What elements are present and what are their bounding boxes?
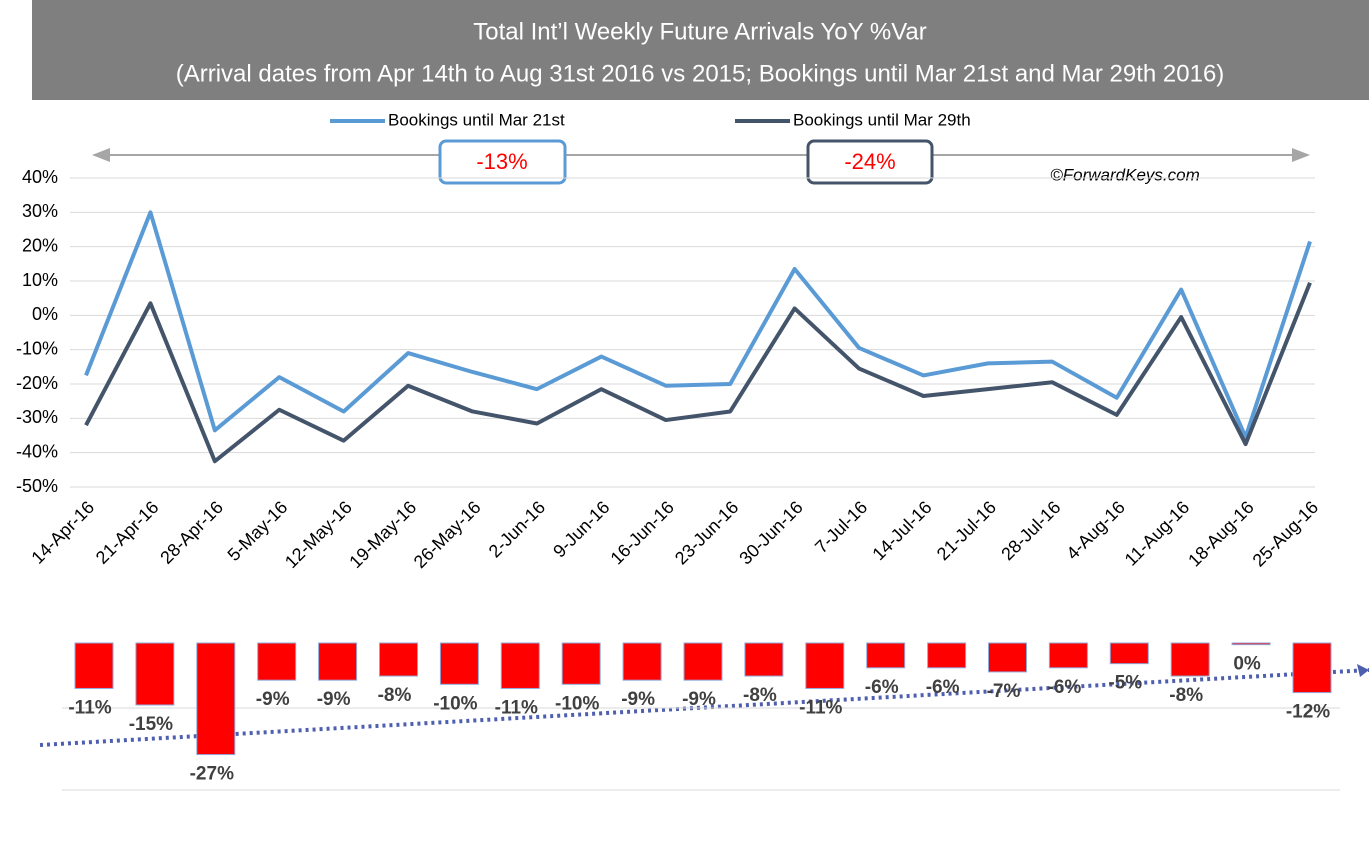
y-tick-label: 20% xyxy=(22,235,58,255)
x-tick-label: 19-May-16 xyxy=(345,497,420,572)
y-tick-label: -20% xyxy=(16,373,58,393)
legend-label: Bookings until Mar 21st xyxy=(388,110,565,129)
y-tick-label: -30% xyxy=(16,407,58,427)
bar xyxy=(439,642,479,685)
annotation: -13% xyxy=(476,149,527,174)
chart-subtitle: (Arrival dates from Apr 14th to Aug 31st… xyxy=(176,60,1225,87)
copyright: ©ForwardKeys.com xyxy=(1050,165,1200,184)
data-label: -11% xyxy=(68,697,111,718)
x-tick-label: 14-Jul-16 xyxy=(868,497,935,564)
data-label: 0% xyxy=(1233,654,1261,675)
bar xyxy=(1109,642,1149,665)
bar xyxy=(74,642,114,689)
x-tick-label: 14-Apr-16 xyxy=(27,497,98,568)
data-label: -12% xyxy=(1286,702,1330,723)
bar xyxy=(927,642,967,669)
data-label: -6% xyxy=(1048,677,1082,698)
x-tick-label: 21-Jul-16 xyxy=(933,497,1000,564)
data-label: -8% xyxy=(1169,685,1203,706)
arrow-head xyxy=(92,148,110,162)
data-label: -6% xyxy=(926,677,960,698)
series-line xyxy=(84,281,1312,464)
bar xyxy=(500,642,540,689)
x-tick-label: 18-Aug-16 xyxy=(1184,497,1258,571)
data-label: -5% xyxy=(1108,673,1142,694)
bar xyxy=(1170,642,1210,677)
y-tick-label: 30% xyxy=(22,201,58,221)
y-tick-label: 0% xyxy=(32,304,58,324)
bar xyxy=(988,642,1027,673)
annotation-box xyxy=(806,139,934,185)
y-tick-label: 40% xyxy=(22,167,58,187)
x-tick-label: 21-Apr-16 xyxy=(92,497,163,568)
data-label: -9% xyxy=(317,689,351,710)
chart-title: Total Int’l Weekly Future Arrivals YoY %… xyxy=(473,18,927,45)
data-label: -15% xyxy=(129,714,173,735)
bar xyxy=(135,642,175,706)
y-tick-label: -10% xyxy=(16,338,58,358)
x-tick-label: 28-Jul-16 xyxy=(997,497,1064,564)
data-label: -8% xyxy=(378,685,412,706)
data-label: -10% xyxy=(555,693,599,714)
x-tick-label: 11-Aug-16 xyxy=(1121,497,1194,570)
x-tick-label: 25-Aug-16 xyxy=(1249,497,1323,571)
data-label: -9% xyxy=(621,689,655,710)
x-tick-label: 26-May-16 xyxy=(410,497,485,572)
bar xyxy=(561,642,601,685)
bar xyxy=(1048,642,1088,669)
bar xyxy=(196,642,236,756)
x-tick-label: 16-Jun-16 xyxy=(607,497,678,568)
data-label: -6% xyxy=(865,677,899,698)
y-tick-label: -40% xyxy=(16,441,58,461)
x-tick-label: 9-Jun-16 xyxy=(549,497,613,561)
x-tick-label: 12-May-16 xyxy=(281,497,356,572)
data-label: -27% xyxy=(190,764,234,785)
data-label: -9% xyxy=(256,689,290,710)
x-tick-label: 30-Jun-16 xyxy=(735,497,806,568)
series-line xyxy=(84,210,1312,440)
bar xyxy=(622,642,662,681)
trend-head xyxy=(1357,664,1369,677)
x-tick-label: 7-Jul-16 xyxy=(811,497,871,557)
bar xyxy=(866,642,906,669)
bar xyxy=(744,642,784,677)
bar xyxy=(1292,642,1332,694)
bar xyxy=(1231,642,1271,646)
x-tick-label: 2-Jun-16 xyxy=(485,497,549,561)
x-tick-label: 28-Apr-16 xyxy=(156,497,227,568)
bar xyxy=(805,642,845,689)
x-tick-label: 4-Aug-16 xyxy=(1062,497,1129,564)
annotation: -24% xyxy=(844,149,895,174)
bar xyxy=(318,642,358,681)
data-label: -11% xyxy=(495,697,538,718)
data-label: -8% xyxy=(743,685,777,706)
data-label: -10% xyxy=(433,693,477,714)
bar xyxy=(257,642,297,681)
x-tick-label: 23-Jun-16 xyxy=(671,497,742,568)
title-box xyxy=(32,0,1369,100)
data-label: -9% xyxy=(682,689,716,710)
x-tick-label: 5-May-16 xyxy=(224,497,292,565)
y-tick-label: -50% xyxy=(16,476,58,496)
bar xyxy=(683,642,723,681)
data-label: -7% xyxy=(987,681,1021,702)
y-tick-label: 10% xyxy=(22,270,58,290)
annotation-box xyxy=(438,139,567,185)
arrow-head xyxy=(1292,148,1310,162)
data-label: -11% xyxy=(799,697,842,718)
legend-label: Bookings until Mar 29th xyxy=(793,110,971,129)
bar xyxy=(379,642,418,677)
